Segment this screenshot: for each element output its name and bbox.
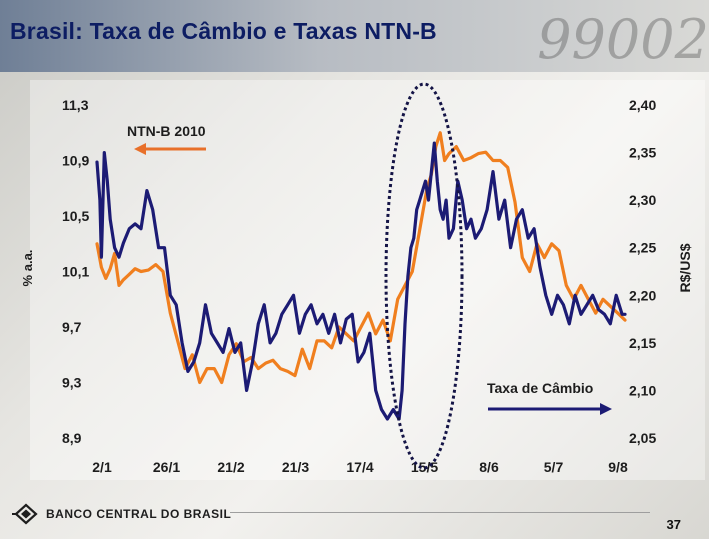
x-tick-label: 9/8 [608, 459, 628, 475]
series-line-taxa-de-c-mbio [95, 141, 627, 421]
series-line-ntn-b-2010 [95, 131, 627, 385]
y-right-tick-label: 2,20 [629, 287, 656, 303]
x-axis-ticks: 2/1 26/1 21/2 21/3 17/4 15/5 8/6 5/7 9/8 [92, 459, 628, 475]
bcb-logo-icon [12, 503, 38, 525]
x-tick-label: 2/1 [92, 459, 112, 475]
y-left-axis-label: % a.a. [20, 250, 35, 287]
right-axis-ticks: 2,40 2,35 2,30 2,25 2,20 2,15 2,10 2,05 [629, 97, 656, 446]
y-right-tick-label: 2,15 [629, 335, 656, 351]
slide-header: Brasil: Taxa de Câmbio e Taxas NTN-B 990… [0, 0, 709, 72]
x-tick-label: 21/2 [217, 459, 244, 475]
y-left-tick-label: 9,7 [62, 319, 82, 335]
bank-logo: BANCO CENTRAL DO BRASIL [12, 502, 231, 526]
y-right-tick-label: 2,30 [629, 192, 656, 208]
y-left-tick-label: 11,3 [62, 97, 89, 113]
x-tick-label: 26/1 [153, 459, 180, 475]
page-number: 37 [666, 517, 681, 532]
highlight-ellipse [384, 82, 464, 470]
x-tick-label: 21/3 [282, 459, 309, 475]
y-right-tick-label: 2,05 [629, 430, 656, 446]
y-right-tick-label: 2,40 [629, 97, 656, 113]
bank-name: BANCO CENTRAL DO BRASIL [46, 507, 232, 521]
ntnb-annotation-label: NTN-B 2010 [127, 123, 206, 139]
x-tick-label: 8/6 [479, 459, 499, 475]
x-tick-label: 5/7 [544, 459, 564, 475]
y-right-tick-label: 2,25 [629, 240, 656, 256]
series-layer [95, 131, 627, 421]
y-left-tick-label: 10,1 [62, 264, 89, 280]
left-axis-ticks: 11,3 10,9 10,5 10,1 9,7 9,3 8,9 [62, 97, 89, 446]
slide-title: Brasil: Taxa de Câmbio e Taxas NTN-B [10, 18, 437, 44]
y-left-tick-label: 8,9 [62, 430, 82, 446]
y-right-tick-label: 2,35 [629, 145, 656, 161]
y-left-tick-label: 10,9 [62, 153, 89, 169]
ntnb-left-arrow-icon [134, 143, 206, 155]
cambio-right-arrow-icon [488, 403, 612, 415]
y-right-tick-label: 2,10 [629, 382, 656, 398]
x-tick-label: 17/4 [346, 459, 373, 475]
footer-divider [230, 512, 650, 513]
y-right-axis-label: R$/US$ [677, 243, 693, 292]
cambio-annotation-label: Taxa de Câmbio [487, 380, 593, 396]
y-left-tick-label: 10,5 [62, 208, 89, 224]
watermark-numbers: 99002 [537, 8, 709, 71]
y-left-tick-label: 9,3 [62, 375, 82, 391]
